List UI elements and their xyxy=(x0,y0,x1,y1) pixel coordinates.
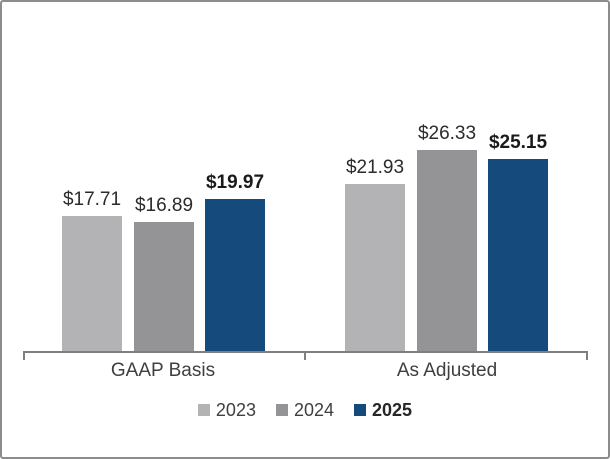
bar-2025-as-adjusted xyxy=(488,159,548,351)
legend-item-2025: 2025 xyxy=(354,399,412,421)
chart-legend: 2023 2024 2025 xyxy=(2,399,608,421)
bar-2023-gaap-basis xyxy=(62,216,122,351)
data-label-2023-gaap-basis: $17.71 xyxy=(62,189,122,210)
legend-swatch-2023 xyxy=(197,404,210,416)
bar-2025-gaap-basis xyxy=(205,199,265,351)
data-label-2025-as-adjusted: $25.15 xyxy=(488,132,548,153)
data-label-2024-as-adjusted: $26.33 xyxy=(417,123,477,144)
legend-item-2023: 2023 xyxy=(197,399,256,421)
legend-swatch-2024 xyxy=(275,404,288,416)
x-axis-tick-middle xyxy=(304,351,306,360)
legend-label-2024: 2024 xyxy=(293,400,335,420)
bar-2024-as-adjusted xyxy=(417,150,477,351)
bar-2024-gaap-basis xyxy=(134,222,194,351)
legend-swatch-2025 xyxy=(354,404,367,416)
legend-label-2023: 2023 xyxy=(215,400,256,420)
category-label-as-adjusted: As Adjusted xyxy=(396,360,498,381)
category-label-gaap-basis: GAAP Basis xyxy=(110,360,216,381)
x-axis-tick-left xyxy=(23,351,25,360)
legend-item-2024: 2024 xyxy=(275,399,335,421)
data-label-2024-gaap-basis: $16.89 xyxy=(134,195,194,216)
data-label-2025-gaap-basis: $19.97 xyxy=(205,172,265,193)
data-label-2023-as-adjusted: $21.93 xyxy=(345,157,405,178)
legend-label-2025: 2025 xyxy=(372,400,413,420)
bar-2023-as-adjusted xyxy=(345,184,405,351)
x-axis-tick-right xyxy=(586,351,588,360)
